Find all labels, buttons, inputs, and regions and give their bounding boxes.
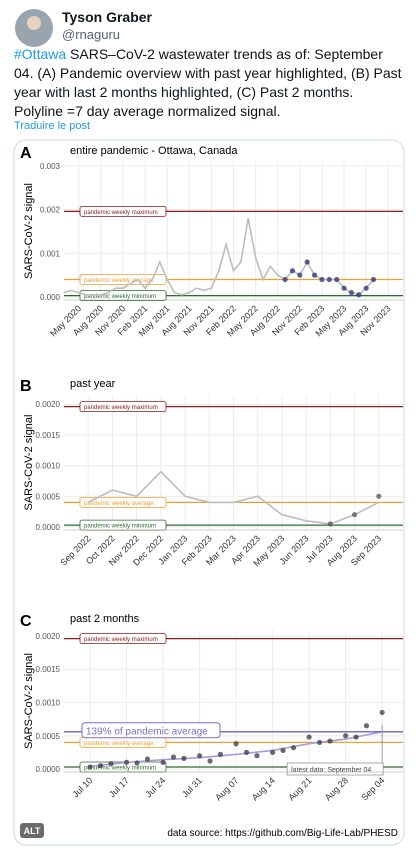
data-point bbox=[197, 753, 203, 759]
avatar-face bbox=[27, 16, 41, 30]
reference-label-box bbox=[79, 274, 167, 285]
data-point bbox=[376, 493, 382, 499]
data-point bbox=[297, 272, 303, 278]
data-point bbox=[363, 285, 369, 291]
data-point bbox=[327, 738, 333, 744]
reference-label-box bbox=[79, 290, 167, 302]
data-point bbox=[217, 751, 224, 757]
reference-label: pandemic weekly maximum bbox=[84, 405, 158, 411]
data-point bbox=[319, 276, 325, 283]
data-point bbox=[311, 272, 318, 278]
annotation-text: 139% of pandemic average bbox=[86, 726, 208, 737]
data-point bbox=[334, 276, 340, 283]
data-source: data source: https://github.com/Big-Life… bbox=[167, 828, 398, 839]
reference-label: pandemic weekly average bbox=[84, 278, 154, 284]
tweet-body: SARS–CoV-2 wastewater trends as of: Sept… bbox=[14, 46, 402, 119]
chart-title: past 2 months bbox=[70, 613, 140, 625]
data-point bbox=[290, 745, 297, 751]
reference-label-box bbox=[79, 633, 167, 645]
data-point bbox=[351, 512, 358, 518]
data-point bbox=[87, 764, 93, 770]
hashtag[interactable]: #Ottawa bbox=[14, 46, 67, 62]
data-point bbox=[356, 292, 362, 298]
data-point bbox=[254, 753, 260, 759]
y-axis-label: SARS-CoV-2 signal bbox=[23, 183, 35, 279]
data-point bbox=[134, 760, 140, 766]
data-point bbox=[280, 747, 286, 753]
reference-label: pandemic weekly maximum bbox=[84, 637, 158, 643]
reference-label: pandemic weekly average bbox=[84, 501, 154, 507]
data-point bbox=[363, 723, 370, 729]
y-axis-label: SARS-CoV-2 signal bbox=[23, 653, 35, 749]
data-point bbox=[282, 276, 288, 283]
data-point bbox=[353, 734, 359, 740]
alt-badge[interactable]: ALT bbox=[24, 826, 41, 836]
reference-label: pandemic weekly maximum bbox=[84, 210, 158, 216]
plot-area bbox=[64, 630, 403, 772]
data-point bbox=[108, 761, 114, 767]
data-point bbox=[289, 268, 296, 274]
data-point bbox=[233, 741, 239, 747]
data-point bbox=[123, 759, 130, 765]
y-tick-label: 0.0010 bbox=[36, 698, 61, 707]
data-point bbox=[270, 749, 276, 755]
annotation-text: latest data: September 04 bbox=[291, 767, 371, 774]
data-point bbox=[97, 763, 104, 769]
panel-label: A bbox=[20, 145, 32, 162]
translate-link[interactable]: Traduire le post bbox=[14, 120, 91, 132]
chart-title: past year bbox=[70, 378, 116, 390]
data-point bbox=[181, 755, 187, 761]
data-point bbox=[160, 759, 166, 765]
y-tick-label: 0.0010 bbox=[36, 462, 61, 471]
author[interactable]: Tyson Graber bbox=[62, 9, 152, 25]
data-point bbox=[348, 289, 355, 296]
reference-label: pandemic weekly average bbox=[84, 741, 154, 747]
chart-title: entire pandemic - Ottawa, Canada bbox=[70, 145, 238, 157]
data-point bbox=[243, 749, 250, 755]
y-tick-label: 0.0005 bbox=[36, 492, 61, 501]
data-point bbox=[170, 754, 177, 760]
reference-label-box bbox=[79, 401, 167, 413]
handle[interactable]: @rnaguru bbox=[62, 27, 121, 42]
reference-label-box bbox=[79, 496, 167, 508]
data-point bbox=[304, 259, 310, 265]
y-tick-label: 0.001 bbox=[40, 249, 61, 258]
y-tick-label: 0.000 bbox=[40, 293, 61, 302]
data-point bbox=[343, 733, 349, 739]
y-tick-label: 0.0000 bbox=[36, 765, 61, 774]
reference-label-box bbox=[79, 205, 167, 217]
y-tick-label: 0.0020 bbox=[36, 632, 61, 641]
y-tick-label: 0.003 bbox=[40, 162, 61, 171]
tweet-text: #Ottawa SARS–CoV-2 wastewater trends as … bbox=[14, 45, 406, 121]
data-point bbox=[144, 756, 151, 762]
data-point bbox=[326, 276, 332, 283]
data-point bbox=[306, 734, 312, 740]
data-point bbox=[316, 739, 323, 746]
y-tick-label: 0.002 bbox=[40, 206, 61, 215]
y-tick-label: 0.0000 bbox=[36, 523, 61, 532]
y-tick-label: 0.0015 bbox=[36, 431, 61, 440]
y-tick-label: 0.0015 bbox=[36, 665, 61, 674]
panel-label: B bbox=[20, 378, 32, 395]
y-tick-label: 0.0005 bbox=[36, 732, 61, 741]
data-point bbox=[327, 521, 333, 527]
reference-label: pandemic weekly minimum bbox=[84, 294, 156, 300]
alt-badge-bg[interactable] bbox=[20, 823, 44, 838]
data-point bbox=[370, 276, 377, 283]
reference-label: pandemic weekly minimum bbox=[84, 524, 156, 530]
data-point bbox=[207, 758, 213, 764]
annotation-box bbox=[81, 722, 221, 739]
reference-label: pandemic weekly minimum bbox=[84, 766, 156, 772]
y-axis-label: SARS-CoV-2 signal bbox=[23, 415, 35, 511]
panel-label: C bbox=[20, 613, 32, 630]
data-point bbox=[341, 285, 347, 291]
data-point bbox=[379, 709, 385, 716]
y-tick-label: 0.0020 bbox=[36, 400, 61, 409]
